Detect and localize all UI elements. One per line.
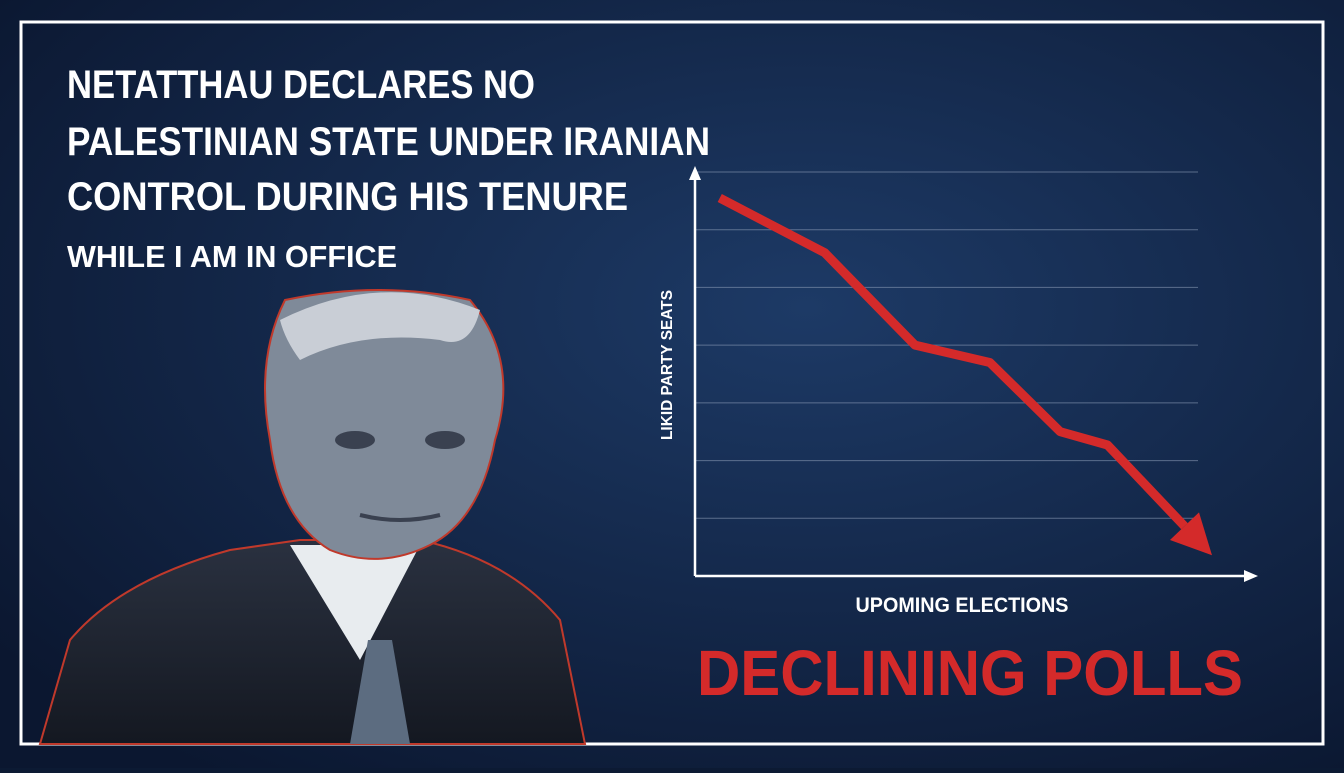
caption: DECLINING POLLS [697,637,1243,709]
axes [689,166,1258,582]
trend-line [717,193,1188,530]
headline-line: PALESTINIAN STATE UNDER IRANIAN [67,120,710,164]
y-axis-label: LIKID PARTY SEATS [659,290,676,440]
headline-line: CONTROL DURING HIS TENURE [67,175,628,219]
x-axis-label: UPOMING ELECTIONS [856,594,1069,617]
portrait [38,289,587,745]
headline-line: NETATTHAU DECLARES NO [67,63,535,107]
frame [19,20,1325,746]
subline: WHILE I AM IN OFFICE [67,239,397,274]
arrow-head [1169,512,1212,556]
